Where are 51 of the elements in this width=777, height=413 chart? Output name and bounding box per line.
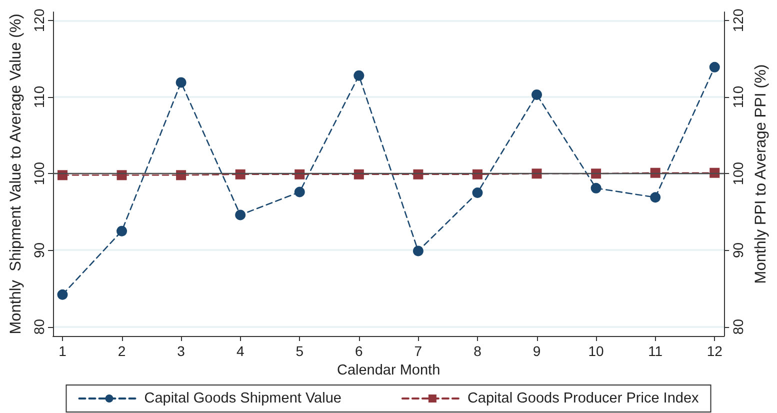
x-axis-title: Calendar Month <box>336 362 440 378</box>
point <box>710 168 720 178</box>
legend-label: Capital Goods Shipment Value <box>144 390 342 406</box>
y-tick-label: 110 <box>31 86 47 108</box>
x-tick-label: 8 <box>474 343 482 359</box>
x-tick-label: 12 <box>706 343 723 359</box>
point <box>709 62 720 72</box>
point <box>57 170 68 180</box>
x-tick-label: 10 <box>588 343 604 359</box>
point <box>235 210 246 220</box>
point <box>294 169 305 180</box>
y-tick-label: 120 <box>31 8 47 32</box>
point <box>176 77 186 88</box>
point <box>354 70 364 81</box>
point <box>591 168 602 179</box>
x-tick-label: 6 <box>355 343 364 359</box>
point <box>650 192 661 203</box>
legend-label: Capital Goods Producer Price Index <box>467 390 700 406</box>
point <box>57 289 68 300</box>
point <box>412 246 424 256</box>
x-tick-label: 5 <box>296 343 304 359</box>
x-tick-label: 1 <box>58 343 67 359</box>
y2-axis-title: Monthly PPI to Average PPI (%) <box>752 64 770 284</box>
point <box>116 226 128 236</box>
y2-tick-label: 110 <box>730 86 746 108</box>
y-axis-title: Monthly Shipment Value to Average Value (%) <box>8 14 25 334</box>
y2-tick-label: 80 <box>730 318 746 335</box>
y-tick-label: 100 <box>31 162 47 186</box>
x-tick-label: 11 <box>648 343 663 359</box>
point <box>354 169 364 180</box>
point <box>472 169 482 180</box>
point <box>176 170 186 180</box>
x-tick-label: 7 <box>414 343 422 359</box>
point <box>413 169 424 180</box>
point <box>294 186 305 198</box>
point <box>472 188 483 198</box>
point <box>532 89 542 100</box>
y2-tick-label: 100 <box>730 162 746 186</box>
point <box>650 168 660 178</box>
x-tick-label: 9 <box>532 343 541 359</box>
y-tick-label: 80 <box>31 318 47 335</box>
x-tick-label: 3 <box>177 343 186 359</box>
y-tick-label: 90 <box>31 242 47 258</box>
point <box>116 170 127 180</box>
point <box>532 168 542 179</box>
point <box>235 169 246 180</box>
x-tick-label: 2 <box>118 343 126 359</box>
x-tick-label: 4 <box>236 343 244 359</box>
y2-tick-label: 90 <box>730 242 746 258</box>
y2-tick-label: 120 <box>730 8 746 32</box>
point <box>590 182 602 194</box>
